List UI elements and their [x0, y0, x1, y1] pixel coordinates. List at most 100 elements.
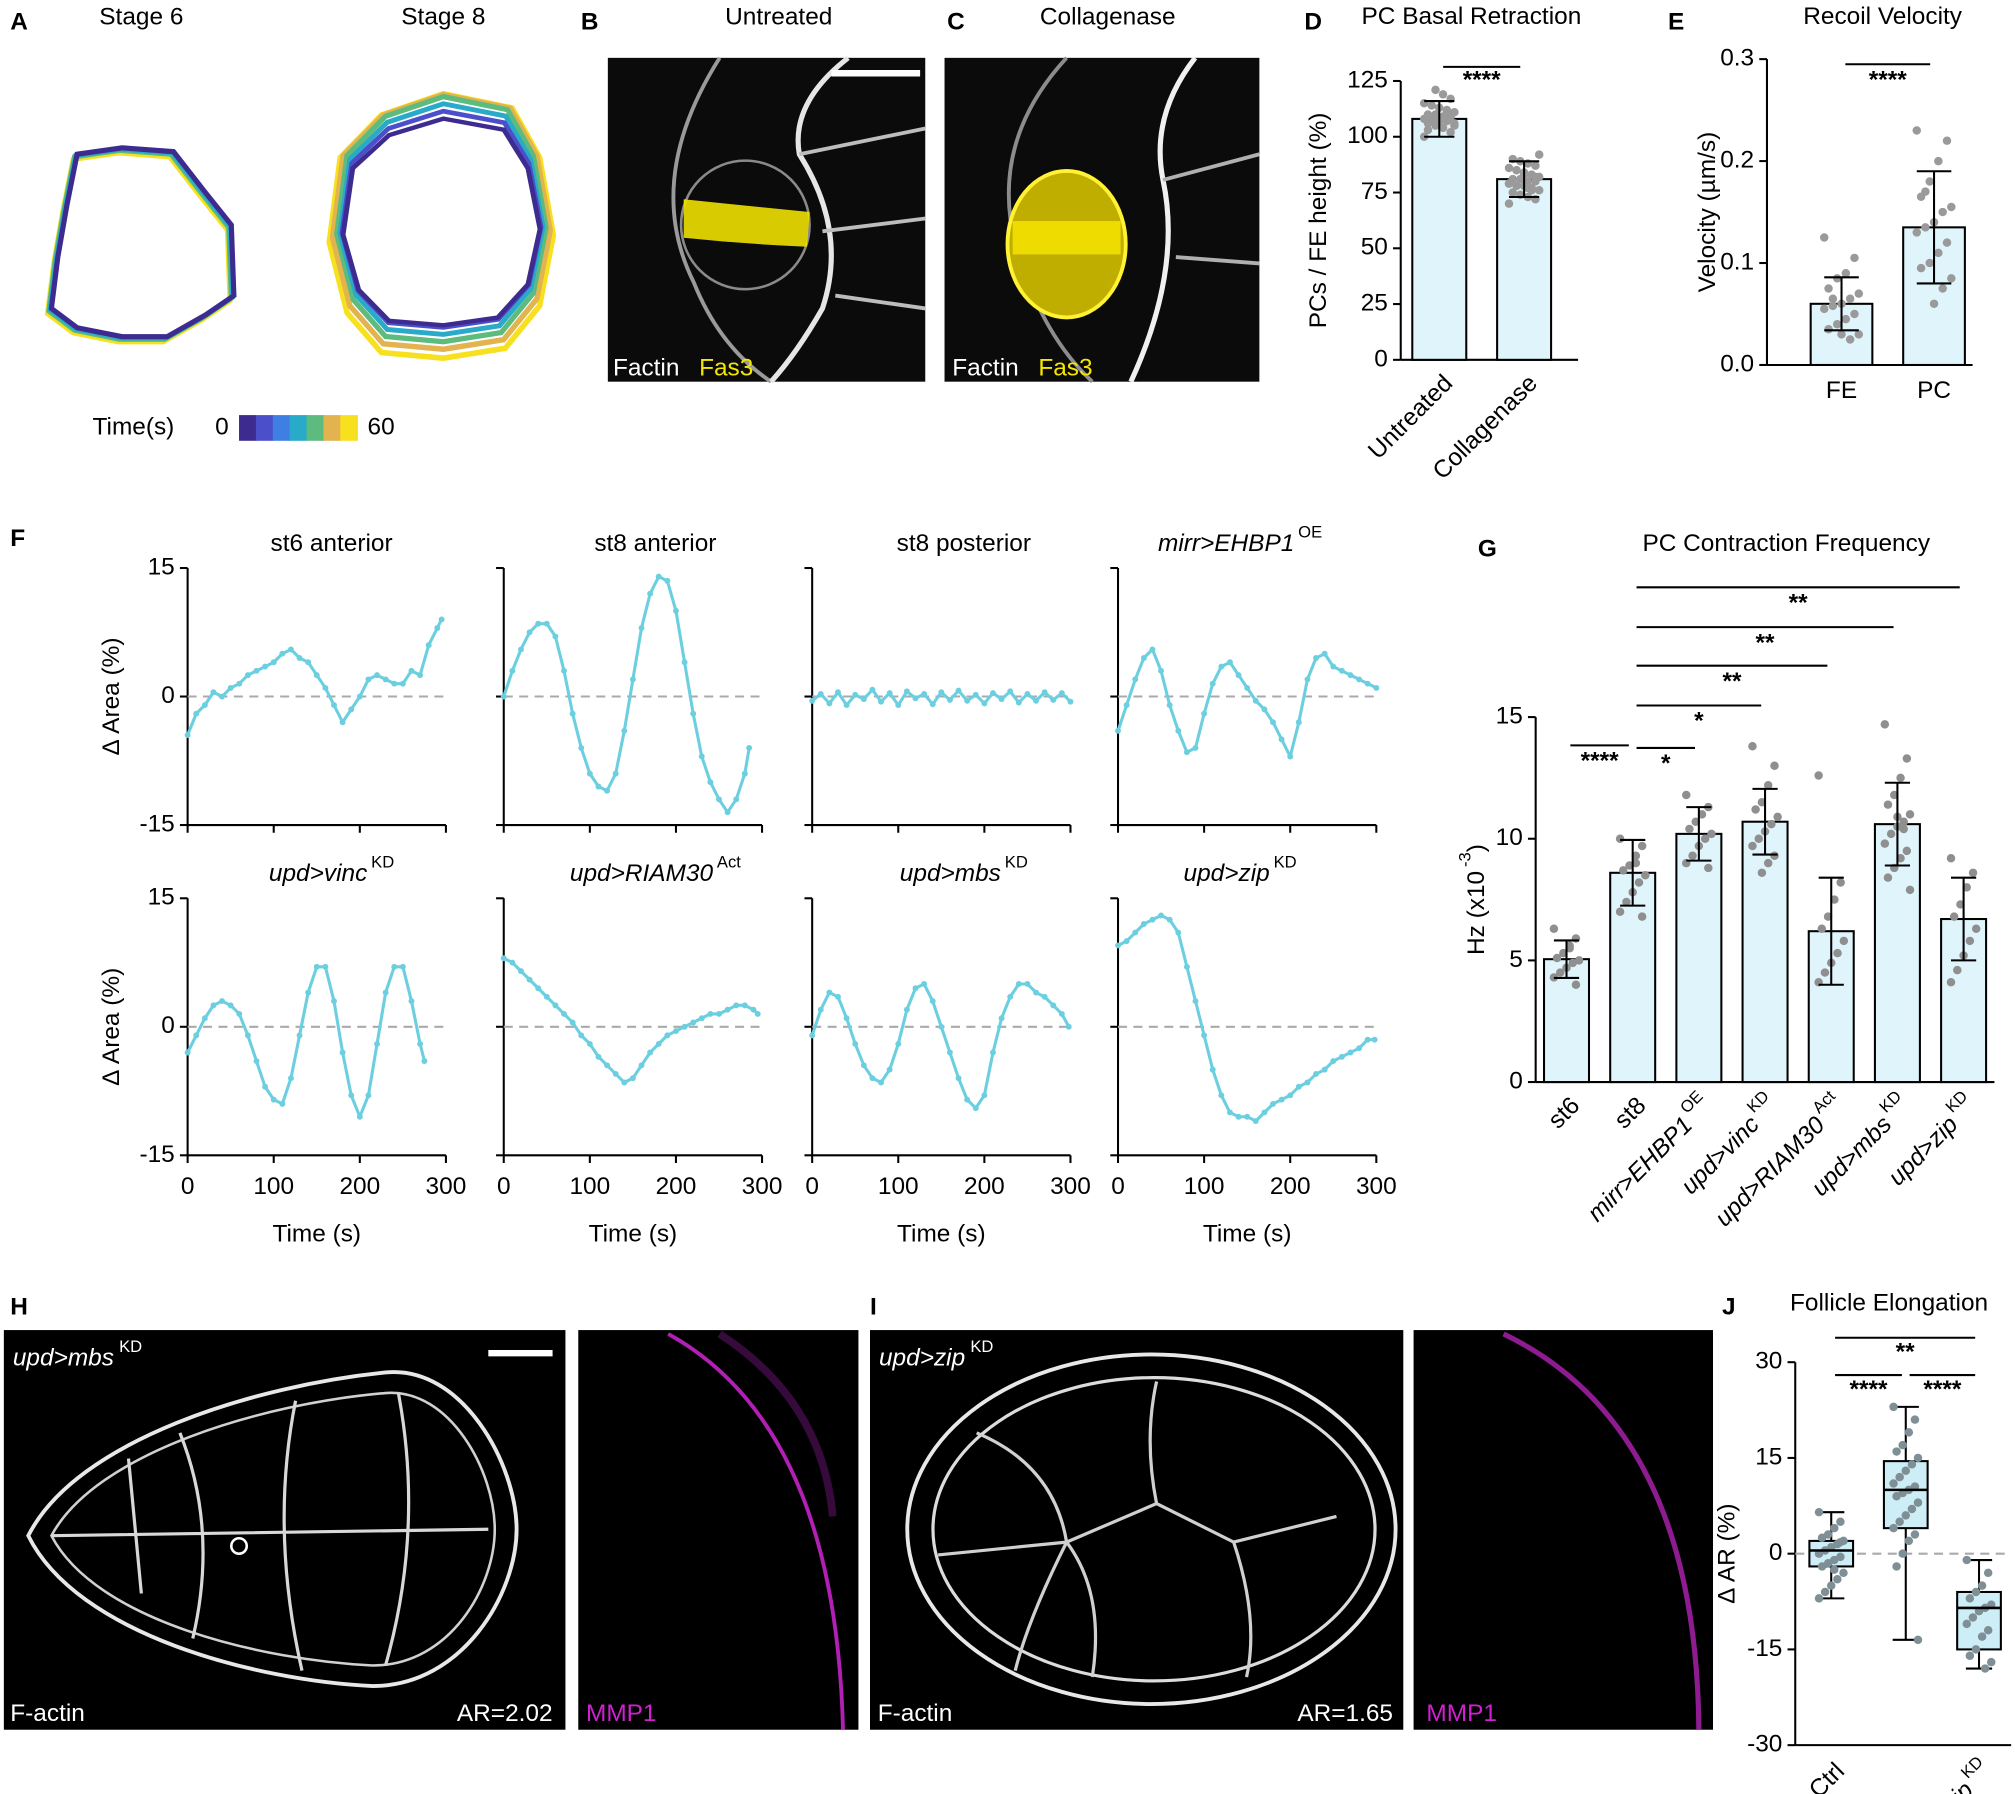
data-point [569, 710, 576, 717]
data-point [1814, 1594, 1824, 1603]
chart-title-text: Follicle Elongation [1790, 1290, 1988, 1317]
x-tick-label: PC [1917, 377, 1951, 404]
data-point [1901, 1511, 1911, 1520]
data-point [1419, 132, 1429, 141]
data-point [1913, 1498, 1923, 1507]
data-point [595, 1053, 602, 1060]
data-point [1754, 834, 1763, 843]
data-point [1634, 878, 1644, 887]
data-point [399, 680, 406, 687]
data-point [1817, 1533, 1827, 1542]
data-point [1338, 667, 1345, 674]
data-point [1962, 1555, 1972, 1565]
data-point [1270, 719, 1276, 726]
data-point [1880, 720, 1890, 729]
bar [1496, 178, 1553, 361]
data-point [227, 685, 234, 691]
chart-title-text: upd>zip [1184, 861, 1270, 888]
data-point [1115, 727, 1121, 734]
data-line [1117, 913, 1375, 1123]
panel-letter: E [1668, 9, 1684, 36]
micrograph-mbs: upd>mbs KD F-actin AR=2.02 MMP1 [3, 1330, 859, 1730]
data-point [500, 693, 507, 700]
data-point [1965, 1594, 1975, 1603]
data-point [287, 646, 294, 653]
data-point [1033, 989, 1039, 996]
colorbar-segment [306, 415, 325, 441]
y-tick-label: 15 [148, 553, 175, 580]
x-tick-label: 300 [426, 1173, 467, 1200]
cell-outlines-stage8 [326, 90, 557, 362]
data-point [1364, 680, 1371, 687]
data-point [1814, 771, 1823, 780]
data-point [219, 693, 226, 700]
data-point [938, 689, 945, 696]
data-point [552, 1002, 559, 1009]
data-point [279, 650, 286, 657]
data-point [244, 672, 251, 679]
x-axis-label: Time (s) [272, 1220, 361, 1247]
data-point [1983, 1568, 1993, 1578]
significance-label: **** [1869, 66, 1907, 93]
data-point [681, 659, 688, 666]
data-point [886, 690, 893, 697]
data-point [998, 696, 1005, 703]
data-point [724, 809, 731, 816]
data-point [1534, 186, 1544, 195]
data-point [1828, 301, 1838, 311]
data-point [1373, 685, 1380, 691]
data-point [425, 642, 432, 649]
data-point [1905, 885, 1915, 895]
data-point [698, 1015, 705, 1022]
x-tick-label: 100 [569, 1173, 610, 1200]
data-point [1817, 924, 1827, 934]
data-point [1313, 1070, 1320, 1077]
data-point [313, 672, 320, 679]
data-point [578, 744, 585, 751]
data-point [1287, 753, 1294, 760]
data-point [1987, 1657, 1996, 1667]
data-point [1934, 248, 1943, 258]
data-point [1883, 873, 1893, 882]
data-point [878, 698, 885, 705]
data-point [1446, 128, 1455, 137]
data-point [809, 697, 816, 704]
data-point [1552, 953, 1562, 963]
data-point [1921, 223, 1930, 232]
data-point [1201, 710, 1208, 717]
data-point [1968, 1613, 1978, 1622]
data-point [1512, 165, 1521, 175]
panel-letter: H [10, 1294, 28, 1321]
y-tick-label: 25 [1361, 290, 1388, 317]
data-point [1980, 1664, 1990, 1673]
data-point [1921, 187, 1930, 196]
data-point [417, 672, 424, 679]
stain-label: F-actin [878, 1700, 953, 1727]
y-axis-label: Hz (x10 -3) [1456, 844, 1491, 955]
chart-title-text: upd>mbs [900, 861, 1001, 888]
significance-label: ** [1789, 589, 1808, 616]
chart-title-text: upd>RIAM30 [570, 861, 714, 888]
data-point [1637, 841, 1647, 851]
data-point [1278, 1096, 1285, 1103]
panel-title: Untreated [725, 3, 832, 30]
data-point [1826, 1581, 1836, 1590]
data-point [981, 700, 988, 707]
y-tick-label: 0 [161, 1012, 175, 1039]
data-point [1820, 233, 1829, 242]
data-point [1837, 330, 1846, 339]
y-tick-label: 15 [1755, 1443, 1782, 1470]
micrograph-zip: upd>zip KD F-actin AR=1.65 MMP1 [869, 1330, 1714, 1730]
data-point [434, 625, 441, 631]
data-point [270, 659, 277, 666]
data-point [526, 976, 533, 983]
data-point [253, 1058, 260, 1065]
data-point [1763, 780, 1773, 790]
data-point [1423, 110, 1433, 119]
data-point [1555, 968, 1565, 977]
data-point [946, 1049, 953, 1056]
x-tick-label: 200 [1270, 1173, 1311, 1200]
data-point [817, 1006, 824, 1013]
data-point [1836, 1517, 1845, 1527]
data-point [201, 1015, 208, 1022]
